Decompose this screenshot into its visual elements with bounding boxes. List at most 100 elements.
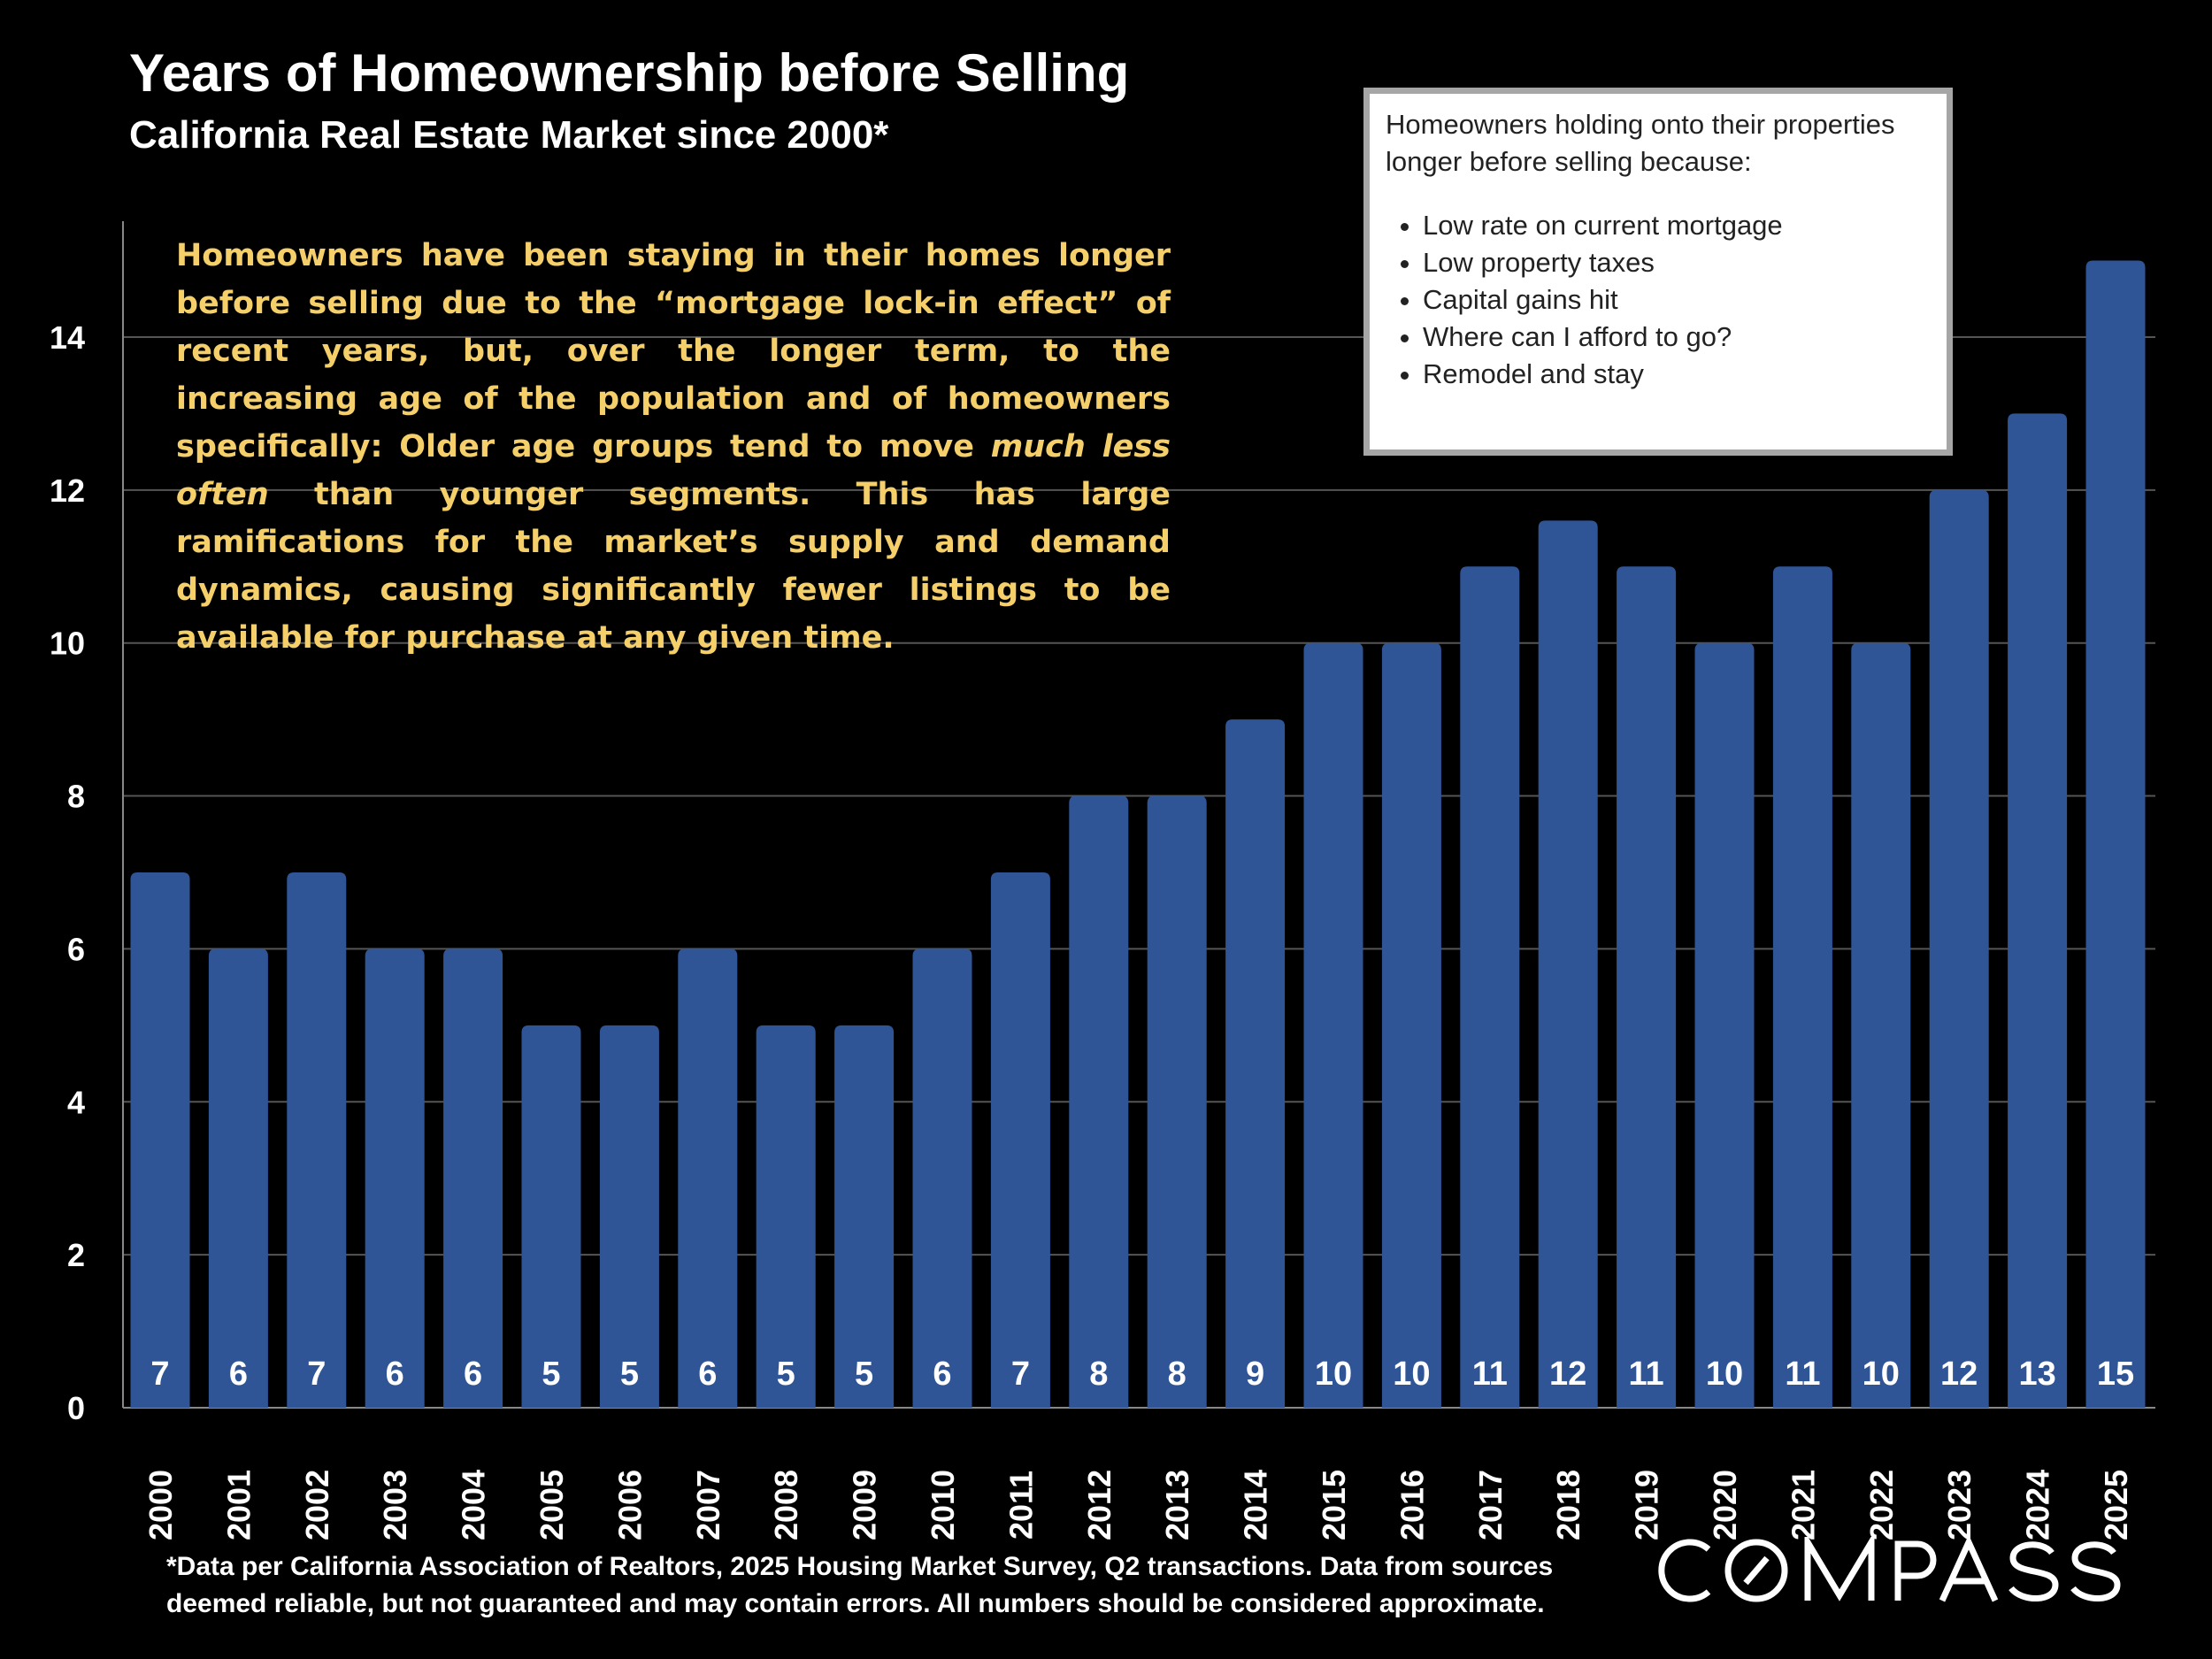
- x-tick-label: 2009: [847, 1470, 883, 1540]
- bar: [2008, 413, 2068, 1408]
- bar: [287, 872, 347, 1408]
- reasons-list: Low rate on current mortgage Low propert…: [1386, 207, 1931, 393]
- x-tick-label: 2001: [220, 1470, 257, 1540]
- commentary-after: than younger segments. This has large ra…: [176, 477, 1171, 656]
- data-label: 5: [541, 1356, 560, 1393]
- x-tick-label: 2008: [768, 1470, 804, 1540]
- bar: [834, 1025, 895, 1408]
- reasons-heading: Homeowners holding onto their properties…: [1386, 109, 1895, 177]
- bar: [678, 949, 738, 1408]
- y-tick-label: 4: [67, 1084, 85, 1120]
- y-tick-label: 12: [50, 472, 85, 509]
- bar: [1147, 795, 1207, 1408]
- bar: [2085, 260, 2146, 1408]
- bar: [1694, 642, 1755, 1408]
- bar: [1381, 642, 1441, 1408]
- data-label: 12: [1549, 1356, 1586, 1393]
- x-tick-label: 2003: [377, 1470, 413, 1540]
- reason-item: Capital gains hit: [1423, 281, 1931, 319]
- x-tick-label: 2005: [534, 1470, 570, 1540]
- footnote-line: deemed reliable, but not guaranteed and …: [166, 1589, 1545, 1618]
- bar: [1851, 642, 1911, 1408]
- bar: [1069, 795, 1129, 1408]
- commentary-text: Homeowners have been staying in their ho…: [176, 232, 1171, 662]
- x-tick-label: 2024: [2020, 1470, 2056, 1540]
- chart-title: Years of Homeownership before Selling: [129, 43, 1130, 103]
- commentary-emphasis: much less often: [176, 429, 1171, 512]
- x-tick-label: 2019: [1629, 1470, 1665, 1540]
- y-tick-label: 14: [50, 319, 85, 356]
- footnote-line: *Data per California Association of Real…: [166, 1552, 1554, 1581]
- reason-item: Low property taxes: [1423, 244, 1931, 281]
- chart-subtitle: California Real Estate Market since 2000…: [129, 113, 889, 157]
- x-tick-label: 2025: [2098, 1470, 2134, 1540]
- data-label: 6: [933, 1356, 951, 1393]
- data-label: 5: [777, 1356, 795, 1393]
- x-tick-label: 2016: [1394, 1470, 1430, 1540]
- x-tick-label: 2004: [456, 1470, 492, 1540]
- bar: [1460, 566, 1520, 1408]
- reason-item: Where can I afford to go?: [1423, 319, 1931, 356]
- bar: [1772, 566, 1832, 1408]
- x-tick-label: 2002: [299, 1470, 335, 1540]
- x-tick-label: 2007: [690, 1470, 726, 1540]
- x-tick-label: 2014: [1238, 1470, 1274, 1540]
- y-tick-label: 10: [50, 626, 85, 662]
- data-label: 11: [1629, 1356, 1664, 1393]
- x-tick-label: 2020: [1707, 1470, 1743, 1540]
- x-tick-label: 2018: [1550, 1470, 1586, 1540]
- y-tick-label: 8: [67, 779, 85, 815]
- data-label: 10: [1393, 1356, 1430, 1393]
- bar: [756, 1025, 816, 1408]
- bar: [130, 872, 190, 1408]
- bar: [1538, 520, 1598, 1408]
- bar: [1617, 566, 1677, 1408]
- x-tick-label: 2021: [1785, 1470, 1821, 1540]
- bar: [990, 872, 1050, 1408]
- data-label: 7: [307, 1356, 326, 1393]
- y-tick-label: 6: [67, 931, 85, 967]
- x-tick-label: 2017: [1472, 1470, 1509, 1540]
- bar: [912, 949, 972, 1408]
- data-label: 9: [1246, 1356, 1264, 1393]
- x-tick-label: 2022: [1863, 1470, 1900, 1540]
- data-label: 12: [1940, 1356, 1978, 1393]
- reason-item: Remodel and stay: [1423, 356, 1931, 393]
- footnote: *Data per California Association of Real…: [166, 1548, 1553, 1623]
- bar: [1303, 642, 1363, 1408]
- data-label: 7: [150, 1356, 169, 1393]
- x-tick-label: 2010: [925, 1470, 961, 1540]
- data-label: 6: [229, 1356, 248, 1393]
- bar: [443, 949, 503, 1408]
- bar: [365, 949, 425, 1408]
- data-label: 11: [1785, 1356, 1820, 1393]
- reasons-box: Homeowners holding onto their properties…: [1363, 88, 1953, 456]
- data-label: 6: [386, 1356, 404, 1393]
- compass-logo: [1658, 1537, 2121, 1602]
- bar: [1225, 719, 1286, 1408]
- reason-item: Low rate on current mortgage: [1423, 207, 1931, 244]
- bar: [521, 1025, 581, 1408]
- data-label: 10: [1863, 1356, 1900, 1393]
- y-tick-label: 2: [67, 1237, 85, 1273]
- data-label: 6: [698, 1356, 717, 1393]
- x-tick-label: 2012: [1081, 1470, 1118, 1540]
- x-tick-label: 2013: [1159, 1470, 1195, 1540]
- x-tick-label: 2015: [1316, 1470, 1352, 1540]
- commentary-before: Homeowners have been staying in their ho…: [176, 238, 1171, 465]
- data-label: 5: [620, 1356, 639, 1393]
- data-label: 10: [1706, 1356, 1743, 1393]
- bar: [1929, 489, 1989, 1408]
- data-label: 5: [855, 1356, 873, 1393]
- x-tick-label: 2023: [1941, 1470, 1978, 1540]
- x-tick-label: 2000: [142, 1470, 179, 1540]
- x-tick-label: 2006: [611, 1470, 648, 1540]
- data-label: 6: [464, 1356, 482, 1393]
- y-tick-label: 0: [67, 1390, 85, 1426]
- data-label: 7: [1011, 1356, 1030, 1393]
- data-label: 8: [1089, 1356, 1108, 1393]
- x-tick-label: 2011: [1002, 1471, 1039, 1540]
- data-label: 13: [2018, 1356, 2055, 1393]
